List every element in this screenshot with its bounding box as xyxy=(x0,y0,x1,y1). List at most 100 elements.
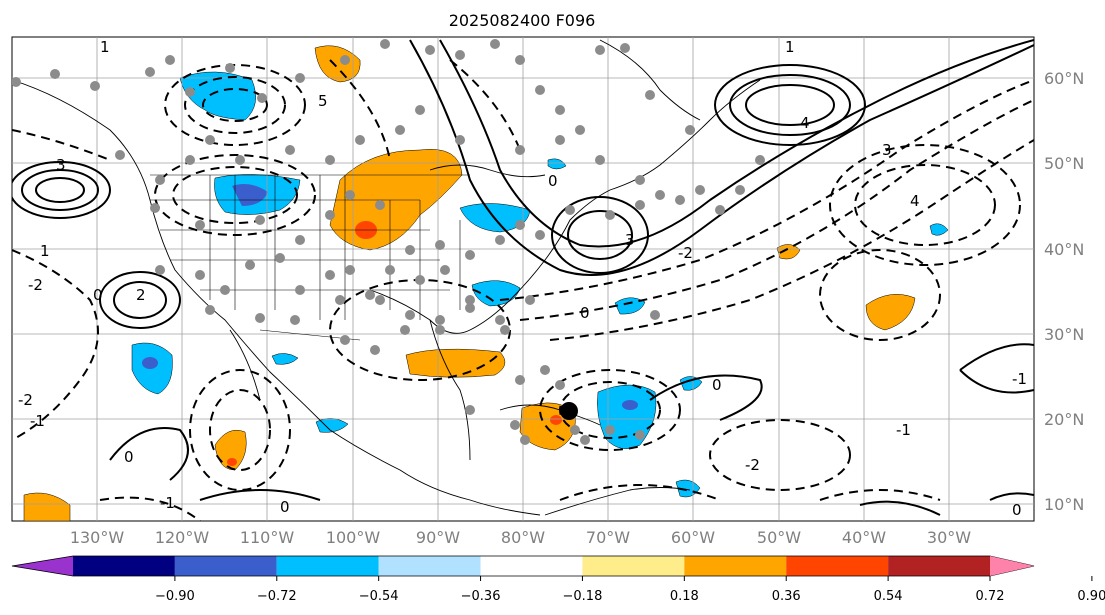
lat-label: 30°N xyxy=(1044,325,1084,344)
station-dot xyxy=(515,145,525,155)
station-dot xyxy=(90,81,100,91)
svg-text:1: 1 xyxy=(785,38,795,56)
lat-label: 50°N xyxy=(1044,154,1084,173)
station-dot xyxy=(515,55,525,65)
station-dot xyxy=(195,270,205,280)
station-dot xyxy=(205,305,215,315)
colorbar-cell xyxy=(378,556,481,576)
station-dot xyxy=(290,315,300,325)
station-dot xyxy=(325,155,335,165)
station-dot xyxy=(295,285,305,295)
station-dot xyxy=(435,240,445,250)
station-dot xyxy=(340,55,350,65)
station-dot xyxy=(365,290,375,300)
station-dot xyxy=(355,135,365,145)
svg-text:4: 4 xyxy=(800,114,810,132)
colorbar-cell xyxy=(786,556,889,576)
station-dot xyxy=(50,69,60,79)
colorbar-tick-label: 0.72 xyxy=(976,589,1005,604)
station-dot xyxy=(635,430,645,440)
lon-label: 80°W xyxy=(501,528,545,547)
colorbar-tick-label: 0.90 xyxy=(1077,589,1105,604)
svg-text:3: 3 xyxy=(882,141,892,159)
map-panel: 3 2 4 3 3 4 5 0 0 0 0 0 0 0 1 1 1 -1 -1 … xyxy=(11,36,1035,522)
station-dot xyxy=(575,125,585,135)
coastlines xyxy=(12,39,761,516)
lon-label: 110°W xyxy=(240,528,295,547)
colorbar-cell xyxy=(684,556,787,576)
station-dot xyxy=(395,125,405,135)
svg-text:0: 0 xyxy=(93,286,103,304)
station-dot xyxy=(510,420,520,430)
station-dot xyxy=(555,380,565,390)
station-dot xyxy=(295,73,305,83)
station-dot xyxy=(620,43,630,53)
station-dot xyxy=(405,245,415,255)
station-dot xyxy=(595,45,605,55)
station-dot xyxy=(220,285,230,295)
station-dot xyxy=(655,190,665,200)
lat-label: 40°N xyxy=(1044,240,1084,259)
svg-text:0: 0 xyxy=(1012,501,1022,519)
svg-text:-1: -1 xyxy=(1012,370,1027,388)
svg-text:0: 0 xyxy=(548,172,558,190)
lon-label: 100°W xyxy=(326,528,381,547)
station-dot xyxy=(205,135,215,145)
svg-text:3: 3 xyxy=(625,231,635,249)
station-dot xyxy=(755,155,765,165)
colorbar-cell xyxy=(582,556,685,576)
colorbar: −0.90 −0.72 −0.54 −0.36 −0.18 0.18 0.36 0.54 0.7… xyxy=(11,555,1105,604)
colorbar-cells xyxy=(11,555,1035,577)
station-dot xyxy=(285,145,295,155)
station-dot xyxy=(375,200,385,210)
colorbar-over-arrow xyxy=(990,556,1034,576)
station-dot xyxy=(435,325,445,335)
latitude-labels: 60°N 50°N 40°N 30°N 20°N 10°N xyxy=(1044,69,1084,514)
colorbar-cell xyxy=(276,556,379,576)
station-dot xyxy=(225,63,235,73)
svg-text:-2: -2 xyxy=(678,244,693,262)
station-dot xyxy=(425,45,435,55)
svg-text:-1: -1 xyxy=(160,494,175,512)
lat-label: 60°N xyxy=(1044,69,1084,88)
colorbar-tick-label: −0.54 xyxy=(359,589,399,604)
station-dot xyxy=(635,175,645,185)
station-dot xyxy=(165,55,175,65)
colorbar-tick-label: 0.54 xyxy=(874,589,903,604)
colorbar-cell xyxy=(73,556,175,576)
svg-text:3: 3 xyxy=(56,156,66,174)
lat-label: 20°N xyxy=(1044,410,1084,429)
lon-label: 120°W xyxy=(155,528,210,547)
station-dot xyxy=(255,313,265,323)
svg-text:0: 0 xyxy=(580,304,590,322)
svg-text:1: 1 xyxy=(100,38,110,56)
svg-text:-2: -2 xyxy=(18,391,33,409)
colorbar-cell xyxy=(888,556,990,576)
svg-text:5: 5 xyxy=(318,92,328,110)
station-dot xyxy=(685,125,695,135)
station-dot xyxy=(535,85,545,95)
station-dot xyxy=(150,203,160,213)
station-dot xyxy=(435,315,445,325)
longitude-labels: 130°W 120°W 110°W 100°W 90°W 80°W 70°W 6… xyxy=(70,528,971,547)
station-dot xyxy=(570,425,580,435)
contours-negative xyxy=(12,59,1034,521)
station-dot xyxy=(525,295,535,305)
station-dot xyxy=(455,50,465,60)
contour-labels: 3 2 4 3 3 4 5 0 0 0 0 0 0 0 1 1 1 -1 -1 … xyxy=(18,38,1027,519)
station-dot xyxy=(500,325,510,335)
contours-positive xyxy=(12,39,1034,516)
station-dot xyxy=(715,205,725,215)
station-dot xyxy=(325,210,335,220)
colorbar-ticks: −0.90 −0.72 −0.54 −0.36 −0.18 0.18 0.36 0.54 0.7… xyxy=(155,576,1105,604)
lon-label: 90°W xyxy=(416,528,460,547)
svg-text:1: 1 xyxy=(40,242,50,260)
station-dot xyxy=(380,39,390,49)
station-dot xyxy=(605,425,615,435)
svg-text:-2: -2 xyxy=(28,276,43,294)
station-dot xyxy=(185,155,195,165)
station-dot xyxy=(695,185,705,195)
lat-label: 10°N xyxy=(1044,495,1084,514)
station-dot xyxy=(415,275,425,285)
station-dot xyxy=(115,150,125,160)
